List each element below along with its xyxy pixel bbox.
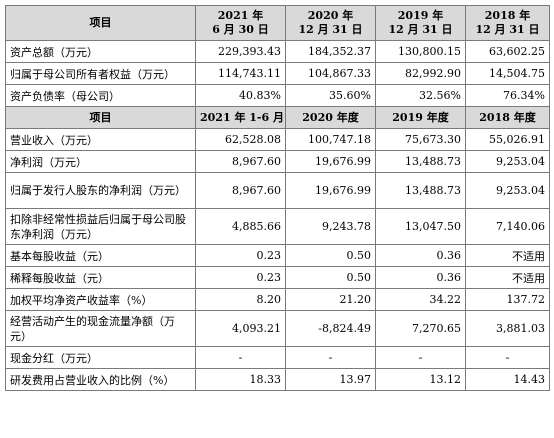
row-value: 0.36 bbox=[375, 266, 466, 289]
row-value: 不适用 bbox=[465, 266, 550, 289]
row-value: 21.20 bbox=[285, 288, 376, 311]
header-year: 2019 年 bbox=[397, 9, 444, 22]
row-value: 130,800.15 bbox=[375, 40, 466, 63]
header-date: 12 月 31 日 bbox=[388, 23, 453, 36]
row-value: 8.20 bbox=[195, 288, 286, 311]
header-date: 12 月 31 日 bbox=[298, 23, 363, 36]
row-value: 18.33 bbox=[195, 368, 286, 391]
row-value: 13.12 bbox=[375, 368, 466, 391]
row-value: 9,243.78 bbox=[285, 208, 376, 245]
table-row: 资产负债率（母公司） 40.83% 35.60% 32.56% 76.34% bbox=[5, 84, 550, 107]
row-label: 资产总额（万元） bbox=[5, 40, 196, 63]
table-row: 扣除非经常性损益后归属于母公司股东净利润（万元） 4,885.66 9,243.78… bbox=[5, 208, 550, 245]
row-label: 现金分红（万元） bbox=[5, 346, 196, 369]
table-row: 资产总额（万元） 229,393.43 184,352.37 130,800.15 63… bbox=[5, 40, 550, 63]
row-value: 82,992.90 bbox=[375, 62, 466, 85]
row-value: 13.97 bbox=[285, 368, 376, 391]
header-date: 6 月 30 日 bbox=[212, 23, 269, 36]
header-date-cell: 2020 年 12 月 31 日 bbox=[285, 5, 376, 41]
row-value: 4,093.21 bbox=[195, 310, 286, 347]
row-value: 19,676.99 bbox=[285, 172, 376, 209]
row-value: - bbox=[465, 346, 550, 369]
header-period-cell: 2018 年度 bbox=[465, 106, 550, 129]
header-period-cell: 2020 年度 bbox=[285, 106, 376, 129]
row-value: 0.36 bbox=[375, 244, 466, 267]
table-row: 基本每股收益（元） 0.23 0.50 0.36 不适用 bbox=[5, 244, 550, 267]
row-value: 75,673.30 bbox=[375, 128, 466, 151]
row-value: 0.50 bbox=[285, 244, 376, 267]
row-value: 不适用 bbox=[465, 244, 550, 267]
header-item-label: 项目 bbox=[5, 5, 196, 41]
table-row: 现金分红（万元） - - - - bbox=[5, 346, 550, 369]
row-value: 76.34% bbox=[465, 84, 550, 107]
row-value: 0.23 bbox=[195, 266, 286, 289]
row-value: 184,352.37 bbox=[285, 40, 376, 63]
row-value: 3,881.03 bbox=[465, 310, 550, 347]
row-value: 13,488.73 bbox=[375, 172, 466, 209]
header-row-income: 项目 2021 年 1-6 月 2020 年度 2019 年度 2018 年度 bbox=[5, 106, 550, 129]
row-label: 扣除非经常性损益后归属于母公司股东净利润（万元） bbox=[5, 208, 196, 245]
row-value: 40.83% bbox=[195, 84, 286, 107]
row-value: 137.72 bbox=[465, 288, 550, 311]
row-value: 19,676.99 bbox=[285, 150, 376, 173]
row-label: 净利润（万元） bbox=[5, 150, 196, 173]
table-row: 营业收入（万元） 62,528.08 100,747.18 75,673.30 55,0… bbox=[5, 128, 550, 151]
row-value: 104,867.33 bbox=[285, 62, 376, 85]
table-row: 稀释每股收益（元） 0.23 0.50 0.36 不适用 bbox=[5, 266, 550, 289]
table-row: 加权平均净资产收益率（%） 8.20 21.20 34.22 137.72 bbox=[5, 288, 550, 311]
header-item-label: 项目 bbox=[5, 106, 196, 129]
row-label: 资产负债率（母公司） bbox=[5, 84, 196, 107]
row-label: 经营活动产生的现金流量净额（万元） bbox=[5, 310, 196, 347]
row-value: 9,253.04 bbox=[465, 172, 550, 209]
row-value: - bbox=[195, 346, 286, 369]
header-year: 2021 年 bbox=[217, 9, 264, 22]
row-value: 14,504.75 bbox=[465, 62, 550, 85]
row-value: 35.60% bbox=[285, 84, 376, 107]
row-label: 稀释每股收益（元） bbox=[5, 266, 196, 289]
row-value: 8,967.60 bbox=[195, 172, 286, 209]
header-period-cell: 2021 年 1-6 月 bbox=[195, 106, 286, 129]
row-value: 9,253.04 bbox=[465, 150, 550, 173]
row-value: 0.23 bbox=[195, 244, 286, 267]
header-period-cell: 2019 年度 bbox=[375, 106, 466, 129]
table-row: 净利润（万元） 8,967.60 19,676.99 13,488.73 9,253.0… bbox=[5, 150, 550, 173]
row-value: 62,528.08 bbox=[195, 128, 286, 151]
row-value: 8,967.60 bbox=[195, 150, 286, 173]
row-value: 100,747.18 bbox=[285, 128, 376, 151]
row-label: 营业收入（万元） bbox=[5, 128, 196, 151]
row-label: 归属于发行人股东的净利润（万元） bbox=[5, 172, 196, 209]
row-value: - bbox=[285, 346, 376, 369]
row-value: 13,047.50 bbox=[375, 208, 466, 245]
row-label: 基本每股收益（元） bbox=[5, 244, 196, 267]
row-value: 7,270.65 bbox=[375, 310, 466, 347]
table-row: 研发费用占营业收入的比例（%） 18.33 13.97 13.12 14.43 bbox=[5, 368, 550, 391]
row-label: 归属于母公司所有者权益（万元） bbox=[5, 62, 196, 85]
table-row: 经营活动产生的现金流量净额（万元） 4,093.21 -8,824.49 7,270.… bbox=[5, 310, 550, 347]
header-year: 2018 年 bbox=[484, 9, 531, 22]
row-value: 14.43 bbox=[465, 368, 550, 391]
row-value: 229,393.43 bbox=[195, 40, 286, 63]
row-value: 4,885.66 bbox=[195, 208, 286, 245]
header-date: 12 月 31 日 bbox=[475, 23, 540, 36]
table-row: 归属于发行人股东的净利润（万元） 8,967.60 19,676.99 13,488.… bbox=[5, 172, 550, 209]
row-value: 114,743.11 bbox=[195, 62, 286, 85]
header-year: 2020 年 bbox=[307, 9, 354, 22]
row-value: - bbox=[375, 346, 466, 369]
table-row: 归属于母公司所有者权益（万元） 114,743.11 104,867.33 82,99… bbox=[5, 62, 550, 85]
row-label: 加权平均净资产收益率（%） bbox=[5, 288, 196, 311]
row-value: 63,602.25 bbox=[465, 40, 550, 63]
row-value: 34.22 bbox=[375, 288, 466, 311]
header-date-cell: 2018 年 12 月 31 日 bbox=[465, 5, 550, 41]
row-label: 研发费用占营业收入的比例（%） bbox=[5, 368, 196, 391]
header-date-cell: 2019 年 12 月 31 日 bbox=[375, 5, 466, 41]
row-value: 13,488.73 bbox=[375, 150, 466, 173]
row-value: 7,140.06 bbox=[465, 208, 550, 245]
row-value: 55,026.91 bbox=[465, 128, 550, 151]
row-value: 32.56% bbox=[375, 84, 466, 107]
row-value: -8,824.49 bbox=[285, 310, 376, 347]
row-value: 0.50 bbox=[285, 266, 376, 289]
